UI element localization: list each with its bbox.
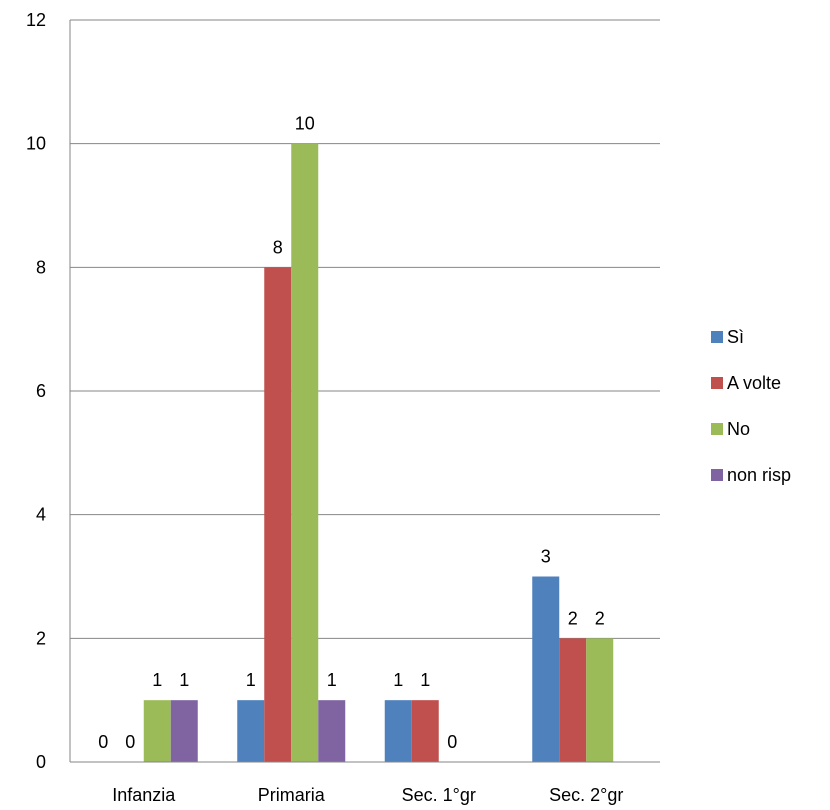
- data-label: 0: [447, 732, 457, 752]
- bars: [143, 143, 614, 762]
- data-label: 1: [420, 670, 430, 690]
- y-tick-label: 12: [26, 10, 46, 30]
- data-label: 0: [98, 732, 108, 752]
- data-label: 0: [125, 732, 135, 752]
- bar: [237, 700, 265, 762]
- y-tick-label: 8: [36, 257, 46, 277]
- legend-swatch: [711, 377, 723, 389]
- data-label: 1: [152, 670, 162, 690]
- bar: [318, 700, 346, 762]
- data-label: 2: [568, 608, 578, 628]
- bar: [143, 700, 171, 762]
- legend: Sì A volte No non risp: [711, 327, 791, 485]
- data-label: 1: [393, 670, 403, 690]
- legend-swatch: [711, 423, 723, 435]
- bar: [384, 700, 412, 762]
- x-tick-label: Primaria: [258, 785, 326, 805]
- bar: [264, 267, 292, 762]
- y-tick-label: 2: [36, 628, 46, 648]
- x-tick-label: Infanzia: [112, 785, 176, 805]
- x-axis: Infanzia Primaria Sec. 1°gr Sec. 2°gr: [70, 761, 660, 805]
- data-label: 2: [595, 608, 605, 628]
- bar: [170, 700, 198, 762]
- legend-label: Sì: [727, 327, 744, 347]
- data-label: 1: [327, 670, 337, 690]
- bar: [559, 638, 587, 762]
- legend-label: non risp: [727, 465, 791, 485]
- x-tick-label: Sec. 2°gr: [549, 785, 623, 805]
- gridlines: [70, 19, 660, 639]
- data-label: 1: [179, 670, 189, 690]
- y-tick-label: 0: [36, 752, 46, 772]
- y-axis: 0 2 4 6 8 10 12: [26, 10, 71, 772]
- y-tick-label: 6: [36, 381, 46, 401]
- legend-swatch: [711, 469, 723, 481]
- legend-swatch: [711, 331, 723, 343]
- legend-label: No: [727, 419, 750, 439]
- y-tick-label: 10: [26, 134, 46, 154]
- data-label: 3: [541, 547, 551, 567]
- x-tick-label: Sec. 1°gr: [402, 785, 476, 805]
- data-label: 10: [295, 114, 315, 134]
- y-tick-label: 4: [36, 505, 46, 525]
- data-label: 8: [273, 237, 283, 257]
- data-label: 1: [246, 670, 256, 690]
- bar: [411, 700, 439, 762]
- bar: [532, 576, 560, 762]
- legend-label: A volte: [727, 373, 781, 393]
- bar: [586, 638, 614, 762]
- bar: [291, 143, 319, 762]
